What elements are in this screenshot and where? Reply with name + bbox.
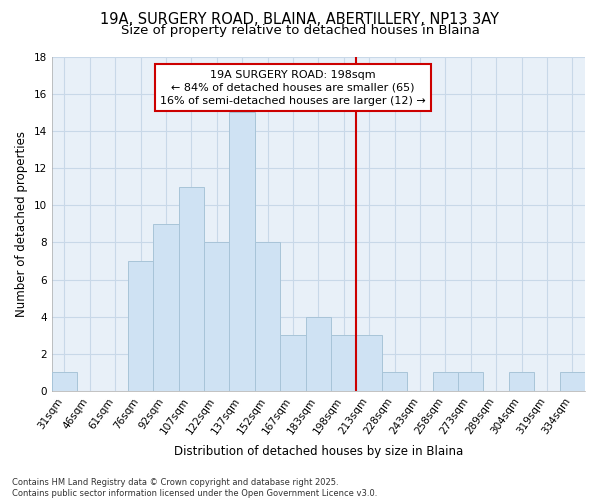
Bar xyxy=(153,224,179,391)
Bar xyxy=(560,372,585,391)
Bar xyxy=(331,336,356,391)
Bar xyxy=(255,242,280,391)
Text: 19A, SURGERY ROAD, BLAINA, ABERTILLERY, NP13 3AY: 19A, SURGERY ROAD, BLAINA, ABERTILLERY, … xyxy=(101,12,499,28)
Bar xyxy=(382,372,407,391)
Y-axis label: Number of detached properties: Number of detached properties xyxy=(15,131,28,317)
Bar xyxy=(204,242,229,391)
Text: Size of property relative to detached houses in Blaina: Size of property relative to detached ho… xyxy=(121,24,479,37)
Text: 19A SURGERY ROAD: 198sqm
← 84% of detached houses are smaller (65)
16% of semi-d: 19A SURGERY ROAD: 198sqm ← 84% of detach… xyxy=(160,70,426,106)
Bar xyxy=(433,372,458,391)
Bar xyxy=(128,261,153,391)
Bar xyxy=(458,372,484,391)
Text: Contains HM Land Registry data © Crown copyright and database right 2025.
Contai: Contains HM Land Registry data © Crown c… xyxy=(12,478,377,498)
Bar xyxy=(509,372,534,391)
Bar xyxy=(52,372,77,391)
Bar xyxy=(229,112,255,391)
Bar xyxy=(305,316,331,391)
Bar xyxy=(280,336,305,391)
Bar xyxy=(179,186,204,391)
X-axis label: Distribution of detached houses by size in Blaina: Distribution of detached houses by size … xyxy=(174,444,463,458)
Bar xyxy=(356,336,382,391)
